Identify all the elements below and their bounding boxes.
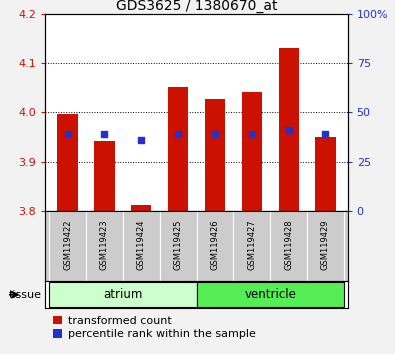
Bar — [168, 87, 188, 211]
Text: atrium: atrium — [103, 288, 143, 301]
Bar — [278, 47, 299, 211]
Bar — [197, 282, 344, 307]
Text: GSM119425: GSM119425 — [173, 219, 182, 270]
Bar — [160, 211, 197, 281]
Bar — [86, 211, 123, 281]
Text: GSM119427: GSM119427 — [247, 219, 256, 270]
Bar — [270, 211, 307, 281]
Bar — [131, 205, 151, 211]
Text: GSM119428: GSM119428 — [284, 219, 293, 270]
Bar — [197, 211, 233, 281]
Text: GSM119424: GSM119424 — [137, 219, 146, 270]
Bar — [205, 99, 225, 211]
Legend: transformed count, percentile rank within the sample: transformed count, percentile rank withi… — [51, 314, 258, 342]
Bar — [242, 92, 262, 211]
Bar — [307, 211, 344, 281]
Text: tissue: tissue — [8, 290, 41, 300]
Bar — [49, 282, 197, 307]
Text: GSM119423: GSM119423 — [100, 219, 109, 270]
Text: GSM119422: GSM119422 — [63, 219, 72, 270]
Text: GSM119429: GSM119429 — [321, 219, 330, 270]
Bar — [49, 211, 86, 281]
Bar — [315, 137, 336, 211]
Text: GSM119426: GSM119426 — [211, 219, 220, 270]
Bar — [57, 114, 78, 211]
Bar — [94, 141, 115, 211]
Bar — [123, 211, 160, 281]
Bar — [233, 211, 270, 281]
Text: ventricle: ventricle — [244, 288, 296, 301]
Title: GDS3625 / 1380670_at: GDS3625 / 1380670_at — [116, 0, 277, 13]
